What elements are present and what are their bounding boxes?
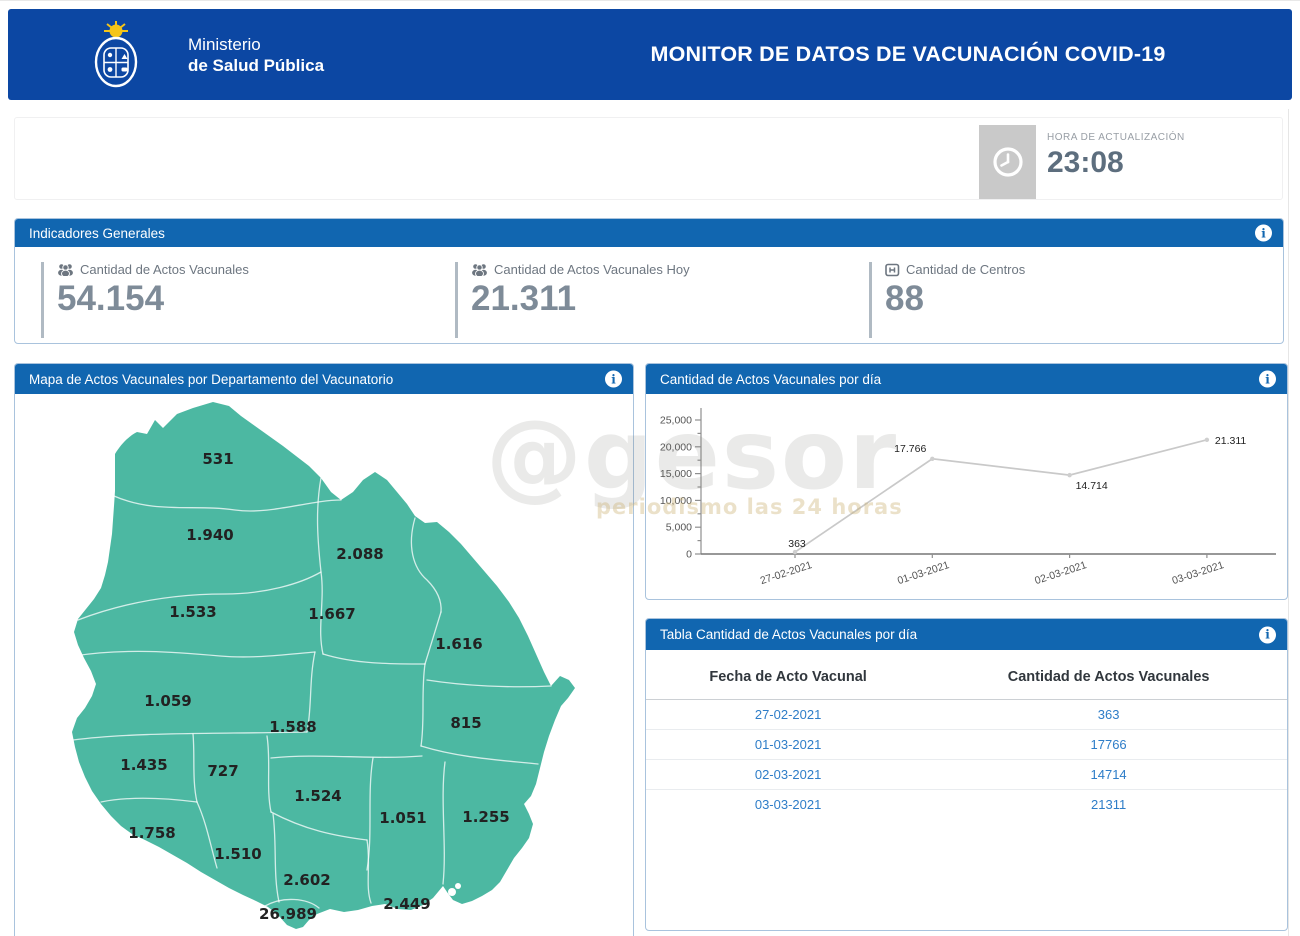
table-cell-link[interactable]: 21311 [930, 789, 1287, 819]
scrollbar-track[interactable] [1288, 109, 1289, 936]
app-header: Ministerio de Salud Pública MONITOR DE D… [8, 9, 1292, 100]
svg-text:363: 363 [788, 538, 806, 550]
table-cell-link[interactable]: 17766 [930, 729, 1287, 760]
vaccination-table: Fecha de Acto Vacunal Cantidad de Actos … [646, 650, 1287, 819]
ministry-name: Ministerio de Salud Pública [188, 35, 324, 76]
update-info: HORA DE ACTUALIZACIÓN 23:08 [1047, 132, 1185, 180]
table-row: 03-03-2021 21311 [646, 789, 1287, 819]
map-label-lavalleja: 1.051 [379, 809, 427, 827]
map-label-canelones: 2.602 [283, 871, 331, 889]
map-label-florida: 1.524 [294, 787, 342, 805]
svg-text:21.311: 21.311 [1215, 435, 1246, 447]
stat-centros: Cantidad de Centros 88 [869, 262, 1283, 338]
svg-text:14.714: 14.714 [1076, 480, 1108, 492]
svg-text:01-03-2021: 01-03-2021 [896, 559, 951, 587]
map-panel-title: Mapa de Actos Vacunales por Departamento… [29, 371, 394, 387]
coat-of-arms-logo [94, 21, 138, 88]
map-label-r-o-negro: 1.059 [144, 692, 192, 710]
stat-actos-vacunales: Cantidad de Actos Vacunales 54.154 [41, 262, 455, 338]
map-label-rocha: 1.255 [462, 808, 510, 826]
map-label-flores: 727 [207, 762, 239, 780]
stat-label: Cantidad de Actos Vacunales Hoy [471, 262, 869, 277]
table-cell-link[interactable]: 363 [1097, 707, 1120, 722]
map-label-maldonado: 2.449 [383, 895, 431, 913]
map-label-artigas: 531 [202, 450, 234, 468]
map-label-treinta-y-tres: 815 [450, 714, 482, 732]
column-header-cantidad: Cantidad de Actos Vacunales [930, 650, 1287, 700]
indicators-panel: Indicadores Generales i Cantidad de Acto… [14, 218, 1284, 344]
stat-label: Cantidad de Centros [885, 262, 1283, 277]
laguna-del-sauce [448, 883, 461, 896]
svg-text:10,000: 10,000 [660, 495, 692, 507]
info-icon[interactable]: i [1255, 224, 1272, 242]
users-icon [58, 264, 73, 276]
table-header-row: Fecha de Acto Vacunal Cantidad de Actos … [646, 650, 1287, 700]
stat-actos-vacunales-hoy: Cantidad de Actos Vacunales Hoy 21.311 [455, 262, 869, 338]
svg-text:25,000: 25,000 [660, 415, 692, 427]
update-time: 23:08 [1047, 146, 1124, 179]
table-panel-title: Tabla Cantidad de Actos Vacunales por dí… [660, 627, 918, 642]
ministry-line1: Ministerio [188, 35, 261, 54]
chart-panel-header: Cantidad de Actos Vacunales por día i [646, 364, 1287, 394]
update-label: HORA DE ACTUALIZACIÓN [1047, 132, 1185, 143]
table-cell-link[interactable]: 14714 [930, 759, 1287, 790]
map-label-durazno: 1.588 [269, 718, 317, 736]
column-header-fecha: Fecha de Acto Vacunal [646, 650, 931, 700]
table-panel-header: Tabla Cantidad de Actos Vacunales por dí… [646, 619, 1287, 650]
indicators-panel-title: Indicadores Generales [29, 225, 165, 241]
map-label-colonia: 1.758 [128, 824, 176, 842]
map-label-san-jos-: 1.510 [214, 845, 262, 863]
map-label-tacuaremb-: 1.667 [308, 605, 356, 623]
stat-label: Cantidad de Actos Vacunales [57, 262, 455, 277]
update-card: HORA DE ACTUALIZACIÓN 23:08 [14, 117, 1283, 200]
map-label-rivera: 2.088 [336, 545, 384, 563]
table-cell-link[interactable]: 01-03-2021 [646, 729, 931, 760]
clock-icon [979, 125, 1036, 199]
svg-text:17.766: 17.766 [894, 443, 926, 455]
stat-value: 88 [885, 279, 924, 318]
table-cell-link[interactable]: 03-03-2021 [646, 789, 931, 819]
uruguay-map[interactable]: 531 1.940 2.088 1.533 1.667 1.616 1.059 1.588 81… [15, 394, 633, 936]
stat-value: 21.311 [471, 279, 577, 318]
svg-text:03-03-2021: 03-03-2021 [1171, 559, 1226, 587]
info-icon[interactable]: i [1259, 626, 1276, 643]
map-label-cerro-largo: 1.616 [435, 635, 483, 653]
svg-text:27-02-2021: 27-02-2021 [759, 559, 814, 587]
table-row: 02-03-2021 14714 [646, 759, 1287, 790]
table-row: 27-02-2021 363 [646, 700, 1287, 730]
page-title: MONITOR DE DATOS DE VACUNACIÓN COVID-19 [650, 42, 1166, 66]
svg-text:02-03-2021: 02-03-2021 [1033, 559, 1088, 587]
indicators-panel-header: Indicadores Generales i [15, 219, 1283, 247]
stat-value: 54.154 [57, 279, 165, 318]
svg-text:20,000: 20,000 [660, 441, 692, 453]
map-label-salto: 1.940 [186, 526, 234, 544]
ministry-line2: de Salud Pública [188, 55, 325, 75]
users-icon [472, 264, 487, 276]
map-label-soriano: 1.435 [120, 756, 168, 774]
table-cell-link[interactable]: 02-03-2021 [646, 759, 931, 790]
line-chart[interactable]: 0 5,000 10,000 15,000 20,000 25,000 27-02-2021… [646, 394, 1287, 599]
info-icon[interactable]: i [605, 370, 622, 388]
info-icon[interactable]: i [1259, 370, 1276, 388]
svg-text:5,000: 5,000 [666, 522, 692, 534]
map-panel: Mapa de Actos Vacunales por Departamento… [14, 363, 634, 936]
hospital-icon [885, 263, 900, 276]
chart-panel: Cantidad de Actos Vacunales por día i 0 5… [645, 363, 1288, 600]
map-labels-layer: 531 1.940 2.088 1.533 1.667 1.616 1.059 1.588 81… [15, 396, 633, 932]
svg-text:0: 0 [686, 549, 692, 561]
indicators-stats: Cantidad de Actos Vacunales 54.154 Canti… [15, 247, 1283, 338]
table-cell-link[interactable]: 27-02-2021 [754, 707, 822, 722]
table-panel: Tabla Cantidad de Actos Vacunales por dí… [645, 618, 1288, 931]
map-label-paysand-: 1.533 [169, 603, 217, 621]
table-row: 01-03-2021 17766 [646, 729, 1287, 760]
chart-panel-title: Cantidad de Actos Vacunales por día [660, 371, 882, 387]
map-label-montevideo: 26.989 [259, 905, 317, 923]
map-panel-header: Mapa de Actos Vacunales por Departamento… [15, 364, 633, 394]
svg-text:15,000: 15,000 [660, 468, 692, 480]
